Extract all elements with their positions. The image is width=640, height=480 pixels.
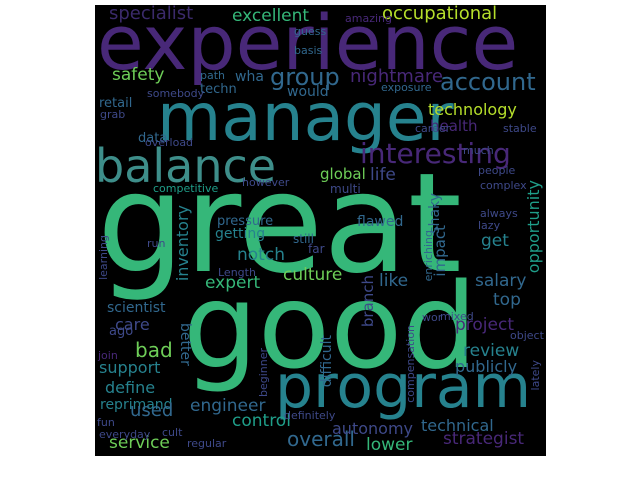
word: manager xyxy=(157,79,454,156)
word: life xyxy=(370,165,396,185)
word: review xyxy=(463,341,520,361)
word: pressure xyxy=(217,214,274,229)
word: publicly xyxy=(455,357,518,376)
word: beginner xyxy=(257,348,270,398)
word: program xyxy=(275,352,532,422)
word: experience xyxy=(97,5,519,87)
word: safety xyxy=(112,65,165,85)
word: regular xyxy=(187,437,227,450)
word: health xyxy=(430,117,478,135)
word: ago xyxy=(109,324,134,339)
word: group xyxy=(270,63,340,91)
word: balance xyxy=(95,139,277,193)
word: notch xyxy=(237,245,285,265)
word: great xyxy=(97,143,462,304)
word: used xyxy=(130,400,174,421)
word: overall xyxy=(287,427,355,451)
word: career xyxy=(415,122,451,135)
word: engineer xyxy=(190,396,266,416)
word: learning xyxy=(97,235,110,280)
word: define xyxy=(105,378,156,397)
word: definitely xyxy=(284,409,336,422)
word: account xyxy=(440,68,536,96)
word-cloud: great good experience manager program ba… xyxy=(95,5,546,456)
word: complex xyxy=(480,179,527,192)
word: stable xyxy=(503,122,537,135)
word: mixed xyxy=(440,310,474,323)
word: reprimand xyxy=(100,397,173,413)
word: salary xyxy=(475,271,527,291)
word: bad xyxy=(135,338,173,362)
word: overload xyxy=(145,136,194,149)
word: top xyxy=(493,290,521,310)
word: retail xyxy=(99,96,133,111)
word: fun xyxy=(97,416,115,429)
word: flawed xyxy=(357,214,404,230)
word: occupational xyxy=(382,5,498,24)
word: lower xyxy=(366,435,413,455)
word: compensation xyxy=(404,325,417,403)
word: cult xyxy=(162,426,183,439)
word: difficult xyxy=(319,335,335,388)
word: interesting xyxy=(360,137,511,170)
word: however xyxy=(242,176,290,189)
word: excellent xyxy=(232,6,310,26)
word: wor xyxy=(422,311,443,324)
word: Length xyxy=(218,266,256,279)
word: would xyxy=(287,84,329,100)
word: support xyxy=(99,358,161,377)
word: get xyxy=(481,231,509,251)
word: path xyxy=(200,69,226,82)
word: much xyxy=(463,144,494,157)
word: amazing xyxy=(345,12,392,25)
word: data xyxy=(138,131,168,146)
word: care xyxy=(115,315,150,334)
word: specialist xyxy=(109,5,194,24)
word: inventory xyxy=(173,205,192,282)
word: join xyxy=(98,349,118,362)
word: scientist xyxy=(107,300,166,316)
word: expert xyxy=(205,273,261,293)
word: object xyxy=(510,329,544,342)
word: technology xyxy=(428,100,517,119)
word: exposure xyxy=(381,81,432,94)
word: global xyxy=(320,165,366,183)
word: competitive xyxy=(153,182,219,195)
word: always xyxy=(480,207,518,220)
word: basis xyxy=(294,44,323,57)
word: far xyxy=(308,242,325,256)
word: strategist xyxy=(443,429,525,449)
word: project xyxy=(455,315,515,335)
word: culture xyxy=(283,265,343,285)
word: nightmare xyxy=(350,66,443,87)
word: service xyxy=(109,433,170,453)
word: autonomy xyxy=(332,419,413,438)
word: control xyxy=(232,411,291,431)
word: getting xyxy=(215,226,266,242)
word: lately xyxy=(529,360,542,391)
word: technical xyxy=(421,416,494,435)
word: better xyxy=(177,323,193,366)
word: people xyxy=(478,164,516,177)
word: impact xyxy=(431,225,449,277)
word: run xyxy=(147,237,166,250)
word: lazy xyxy=(478,219,501,232)
word: branch xyxy=(359,275,377,328)
word: opportunity xyxy=(524,180,543,274)
word: somebody xyxy=(147,87,205,100)
word: everyday xyxy=(99,428,151,441)
word: still xyxy=(293,232,314,246)
word: guess xyxy=(294,25,327,38)
word: wha xyxy=(235,69,264,85)
word: good xyxy=(183,257,478,395)
word: grab xyxy=(100,108,126,121)
word: techn xyxy=(200,82,237,97)
word: like xyxy=(379,271,409,291)
word: multi xyxy=(330,182,361,196)
